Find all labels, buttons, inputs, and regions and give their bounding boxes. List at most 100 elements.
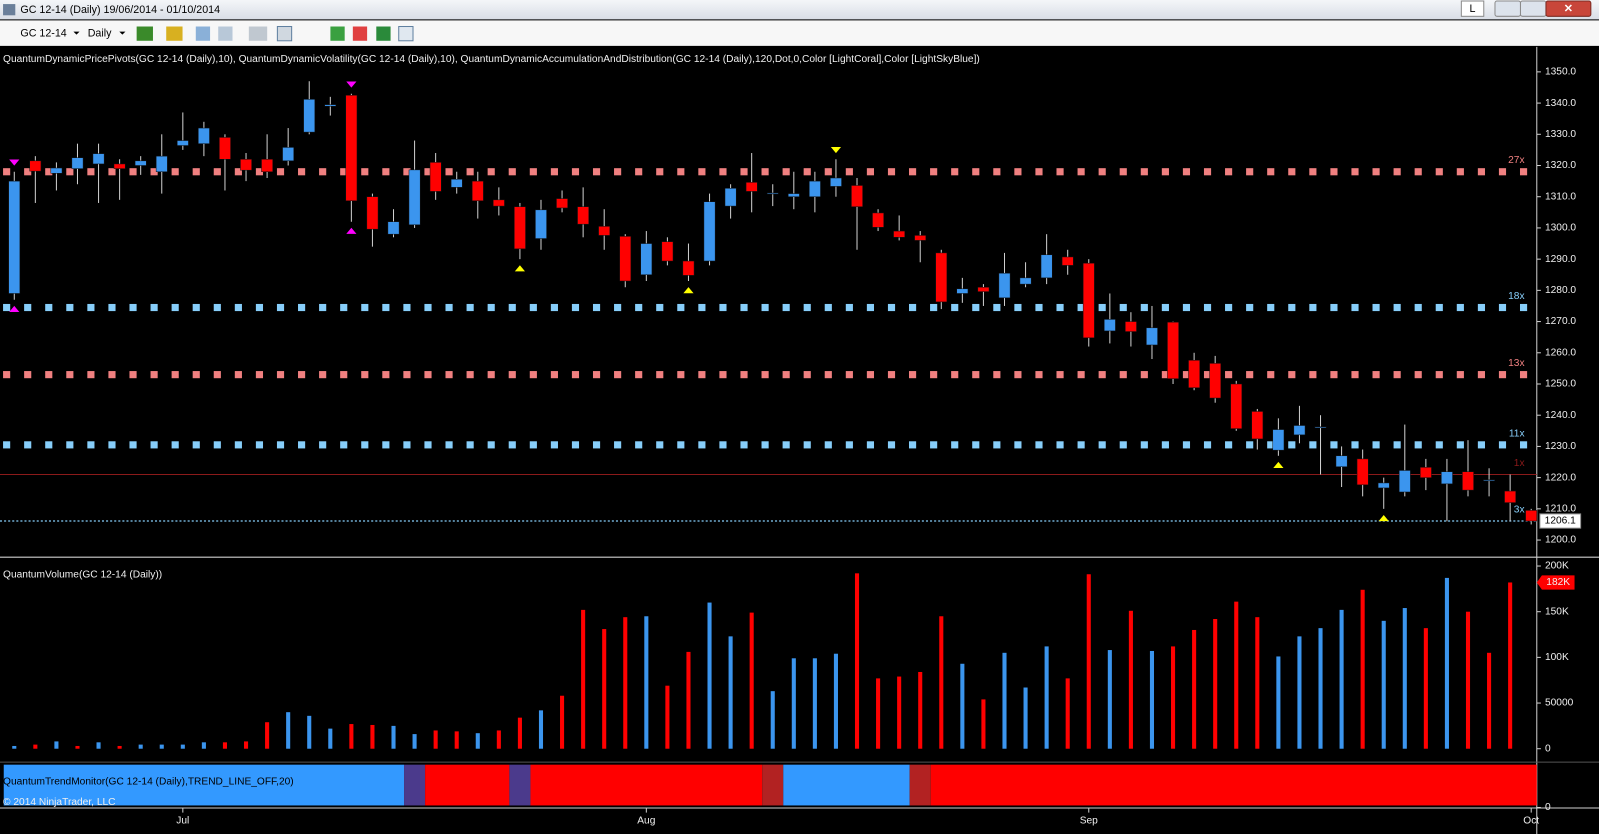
y-tick-label: 100K — [1545, 652, 1569, 663]
level-dot — [930, 371, 938, 379]
trend-segment — [509, 764, 531, 806]
level-dot — [1119, 371, 1127, 379]
bar-type-button[interactable] — [136, 26, 153, 41]
level-dot — [782, 371, 790, 379]
volume-value-label: 182K — [1546, 577, 1570, 588]
candle-body — [766, 192, 779, 195]
volume-indicator-title: QuantumVolume(GC 12-14 (Daily)) — [3, 570, 162, 581]
level-dot — [740, 441, 748, 449]
candle-body — [893, 230, 906, 238]
orders-button[interactable] — [376, 26, 391, 41]
volume-bar — [33, 744, 38, 749]
level-dot — [803, 371, 811, 379]
level-dot — [445, 168, 453, 176]
level-dots — [3, 371, 1528, 379]
draw-button[interactable] — [166, 26, 183, 41]
volume-bar — [833, 653, 838, 749]
volume-bar — [581, 609, 586, 749]
volume-bar — [728, 636, 733, 749]
trend-segment — [530, 764, 763, 806]
level-dot — [1014, 371, 1022, 379]
level-dot — [1351, 303, 1359, 312]
volume-bar — [1044, 646, 1049, 749]
volume-bar — [117, 745, 122, 749]
close-button[interactable] — [1545, 0, 1592, 17]
level-dot — [740, 303, 748, 312]
volume-bar — [770, 691, 775, 749]
y-tick-label: 1240.0 — [1545, 410, 1576, 421]
level-dot — [845, 168, 853, 176]
level-dot — [698, 303, 706, 312]
volume-bar — [243, 741, 249, 749]
crosshair-button[interactable] — [218, 26, 233, 41]
level-dot — [466, 168, 474, 176]
period-selector[interactable]: Daily — [88, 27, 112, 39]
dropdown-arrow[interactable] — [73, 31, 80, 35]
level-dot — [529, 371, 537, 379]
trend-segment — [930, 764, 1537, 806]
level-dot — [403, 441, 411, 449]
zoom-button[interactable] — [276, 25, 293, 42]
minimize-button[interactable] — [1494, 0, 1521, 17]
level-dot — [761, 168, 769, 176]
level-dot — [1477, 441, 1485, 449]
strategies-button[interactable] — [352, 26, 368, 41]
level-dot — [614, 441, 622, 449]
indicators-button[interactable] — [330, 26, 345, 41]
level-dot — [1519, 371, 1528, 379]
maximize-button[interactable] — [1519, 0, 1547, 17]
volume-bar — [707, 602, 712, 749]
level-dot — [340, 168, 348, 176]
level-dot — [382, 168, 390, 176]
level-dot — [1267, 168, 1275, 176]
candle-body — [282, 147, 295, 162]
level-dot — [298, 371, 306, 379]
level-dot — [1372, 303, 1380, 312]
level-dot — [1119, 441, 1127, 449]
level-dot — [635, 303, 643, 312]
level-dot — [3, 168, 11, 176]
level-dot — [972, 441, 980, 449]
candle-body — [872, 212, 884, 228]
link-button[interactable] — [1460, 0, 1485, 17]
level-dot — [1519, 303, 1528, 312]
level-dot — [761, 303, 769, 312]
cursor-button[interactable] — [248, 26, 268, 41]
instrument-selector[interactable]: GC 12-14 — [20, 27, 66, 39]
level-dot — [382, 303, 390, 312]
level-dot — [445, 303, 453, 312]
dropdown-arrow[interactable] — [119, 31, 126, 35]
level-dot — [1203, 441, 1212, 449]
candle-body — [598, 226, 611, 236]
snap-button[interactable] — [195, 26, 211, 41]
level-dot — [1203, 371, 1212, 379]
level-dot — [466, 371, 474, 379]
level-dot — [1477, 168, 1485, 176]
link-button-label[interactable]: L — [1470, 3, 1476, 15]
y-tick-label: 1200.0 — [1545, 535, 1576, 546]
candle-body — [261, 159, 273, 173]
level-dot — [1456, 371, 1464, 379]
properties-button[interactable] — [398, 25, 414, 42]
level-dot — [1056, 441, 1064, 449]
candle-body — [1419, 467, 1432, 478]
y-tick-label: 0 — [1545, 743, 1551, 754]
level-dot — [487, 303, 495, 312]
candle-body — [324, 104, 337, 107]
level-dot — [951, 303, 959, 312]
volume-bar — [602, 629, 607, 749]
level-dot — [845, 371, 853, 379]
candle-body — [176, 140, 189, 146]
level-dot — [614, 371, 622, 379]
candle-body — [1483, 479, 1495, 482]
level-dot — [424, 371, 432, 379]
candle-body — [1356, 458, 1369, 486]
level-dot — [1267, 441, 1275, 449]
volume-bar — [1276, 656, 1281, 749]
volume-bar — [1065, 678, 1070, 749]
candle-body — [1082, 262, 1095, 339]
level-dot — [1456, 168, 1464, 176]
level-dot — [571, 441, 580, 449]
close-icon[interactable]: ✕ — [1564, 3, 1573, 15]
level-dot — [1161, 168, 1169, 176]
